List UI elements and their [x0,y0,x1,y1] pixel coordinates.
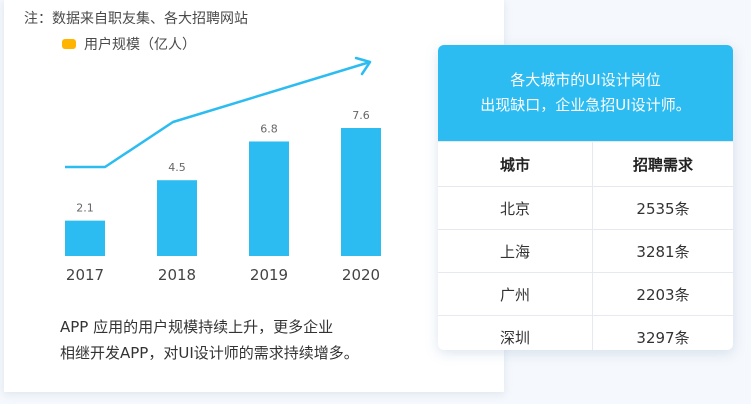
bar-2019 [249,141,289,256]
chart-legend: 用户规模（亿人） [62,34,196,54]
trend-arrow-head [354,56,372,76]
card-title-line-2: 出现缺口，企业急招UI设计师。 [480,96,691,114]
table-header-row: 城市 招聘需求 [438,141,733,187]
city-cell: 北京 [438,186,593,230]
summary-text: APP 应用的用户规模持续上升，更多企业 相继开发APP，对UI设计师的需求持续… [60,314,420,366]
demand-cell: 2203条 [592,272,733,316]
table-row: 北京 2535条 [438,186,733,230]
legend-label: 用户规模（亿人） [84,37,196,53]
bar-value-label: 2.1 [76,202,94,215]
summary-line-1: APP 应用的用户规模持续上升，更多企业 [60,318,334,336]
bar-2018 [157,180,197,256]
column-header-demand: 招聘需求 [592,141,733,187]
trend-arrow-line [65,60,371,169]
card-title-line-1: 各大城市的UI设计岗位 [510,71,661,89]
x-tick-label: 2019 [250,266,288,284]
city-demand-card: 各大城市的UI设计岗位 出现缺口，企业急招UI设计师。 城市 招聘需求 北京 2… [438,45,733,350]
bar-2020 [341,128,381,256]
demand-cell: 3281条 [592,229,733,273]
x-tick-label: 2020 [342,266,380,284]
table-row: 广州 2203条 [438,272,733,316]
city-cell: 深圳 [438,315,593,350]
card-header: 各大城市的UI设计岗位 出现缺口，企业急招UI设计师。 [438,45,733,141]
city-cell: 上海 [438,229,593,273]
bar-value-label: 4.5 [168,161,186,174]
city-demand-table: 城市 招聘需求 北京 2535条 上海 3281条 广州 2203条 深圳 32… [438,141,733,350]
column-header-city: 城市 [438,141,593,187]
bar-chart: 2.1 2017 4.5 2018 6.8 2019 7.6 2020 [65,56,381,284]
x-tick-label: 2017 [66,266,104,284]
summary-line-2: 相继开发APP，对UI设计师的需求持续增多。 [60,344,359,362]
bar-2017 [65,220,105,256]
bar-value-label: 6.8 [260,122,278,135]
table-row: 上海 3281条 [438,229,733,273]
city-cell: 广州 [438,272,593,316]
demand-cell: 2535条 [592,186,733,230]
demand-cell: 3297条 [592,315,733,350]
legend-swatch [62,39,76,49]
table-row: 深圳 3297条 [438,315,733,350]
x-tick-label: 2018 [158,266,196,284]
bar-value-label: 7.6 [352,109,370,122]
source-note: 注：数据来自职友集、各大招聘网站 [24,11,248,27]
